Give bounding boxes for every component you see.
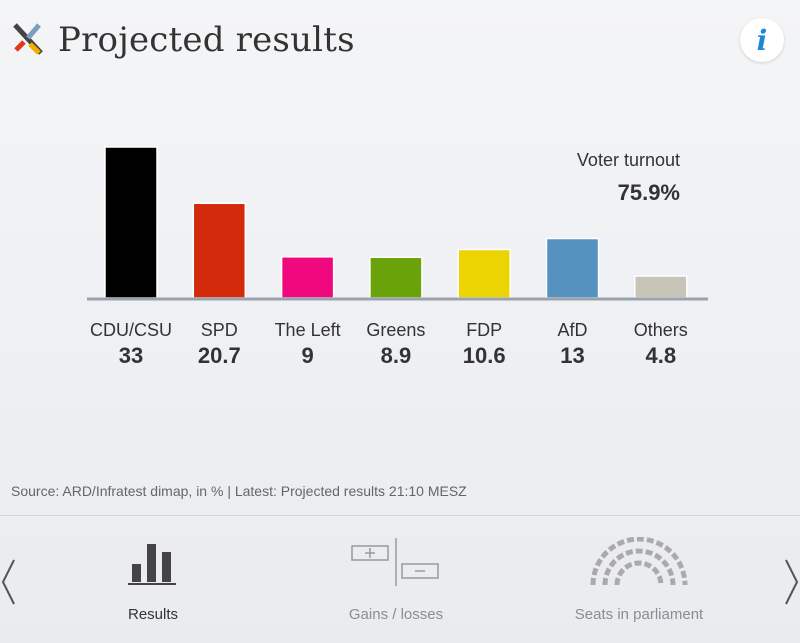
tab-results[interactable]: Results [53, 530, 253, 623]
tab-seats-in-parliament[interactable]: Seats in parliament [539, 530, 739, 623]
value-label: 9 [301, 343, 313, 368]
bar-afd [545, 237, 600, 299]
value-label: 33 [119, 343, 143, 368]
prev-button[interactable] [0, 556, 20, 608]
value-label: 20.7 [198, 343, 241, 368]
info-button[interactable]: i [740, 18, 784, 62]
bar-greens [369, 256, 423, 299]
bar-cdu-csu [104, 146, 158, 299]
category-label: The Left [275, 320, 341, 340]
chevron-right-icon [785, 559, 799, 605]
tab-gains-losses-label: Gains / losses [348, 606, 444, 623]
chevron-left-icon [1, 559, 15, 605]
bar-chart-icon [128, 544, 176, 585]
turnout-value: 75.9% [617, 180, 680, 205]
value-label: 10.6 [463, 343, 506, 368]
gains-losses-icon [351, 538, 439, 586]
tab-seats-label: Seats in parliament [574, 606, 704, 623]
header: Projected results i [0, 0, 800, 84]
next-button[interactable] [780, 556, 800, 608]
category-label: SPD [201, 320, 238, 340]
category-label: Greens [366, 320, 425, 340]
logo-icon [13, 23, 43, 55]
divider [0, 515, 800, 516]
value-label: 13 [560, 343, 584, 368]
page-title: Projected results [58, 20, 355, 60]
bar-the-left [280, 256, 335, 299]
parliament-seats-icon [590, 537, 688, 586]
bar-fdp [457, 248, 511, 299]
category-label: AfD [557, 320, 587, 340]
results-bar-chart: CDU/CSU 33 SPD 20.7 The Left 9 Greens 8.9 FDP 10.… [87, 146, 708, 368]
tab-results-label: Results [127, 606, 179, 623]
bar-others [634, 275, 688, 299]
turnout-label: Voter turnout [576, 150, 680, 170]
category-label: FDP [466, 320, 502, 340]
source-note: Source: ARD/Infratest dimap, in % | Late… [11, 483, 467, 499]
category-label: Others [634, 320, 688, 340]
bar-spd [192, 202, 247, 299]
info-icon: i [756, 23, 768, 57]
value-label: 8.9 [381, 343, 412, 368]
value-label: 4.8 [646, 343, 677, 368]
tab-gains-losses[interactable]: Gains / losses [296, 530, 496, 623]
category-label: CDU/CSU [90, 320, 172, 340]
